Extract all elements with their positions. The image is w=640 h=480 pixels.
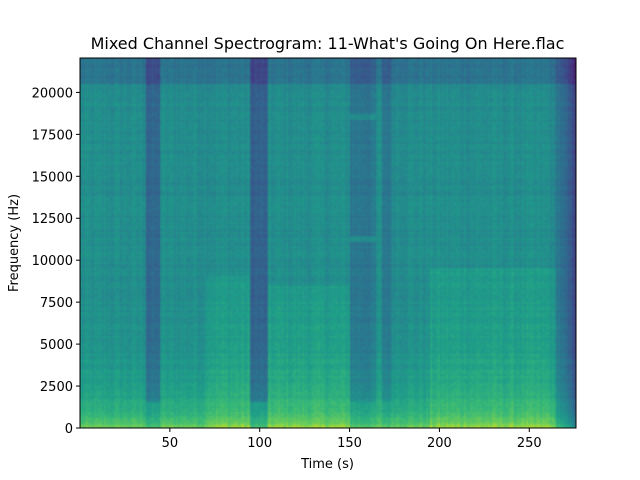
y-tick-label: 12500 (32, 212, 73, 227)
y-tick-label: 20000 (32, 86, 73, 101)
x-tick-label: 100 (247, 436, 272, 451)
y-tick-label: 10000 (32, 254, 73, 269)
x-tick-label: 200 (427, 436, 452, 451)
x-axis: 50 100 150 200 250 (162, 428, 542, 451)
y-axis-label: Frequency (Hz) (7, 194, 22, 292)
y-tick-label: 7500 (40, 296, 73, 311)
chart-title: Mixed Channel Spectrogram: 11-What's Goi… (91, 34, 565, 53)
plot-frame (79, 57, 577, 429)
y-tick-label: 15000 (32, 170, 73, 185)
x-axis-label: Time (s) (300, 457, 354, 472)
x-tick-label: 150 (337, 436, 362, 451)
spectrogram-heatmap (80, 58, 576, 428)
y-tick-label: 2500 (40, 380, 73, 395)
y-tick-label: 17500 (32, 128, 73, 143)
x-tick-label: 250 (517, 436, 542, 451)
plot-area (79, 57, 577, 429)
x-tick-label: 50 (162, 436, 179, 451)
y-tick-label: 5000 (40, 338, 73, 353)
y-tick-label: 0 (65, 422, 73, 437)
y-axis: 0 2500 5000 7500 10000 12500 15000 17500 20000 (32, 86, 80, 437)
